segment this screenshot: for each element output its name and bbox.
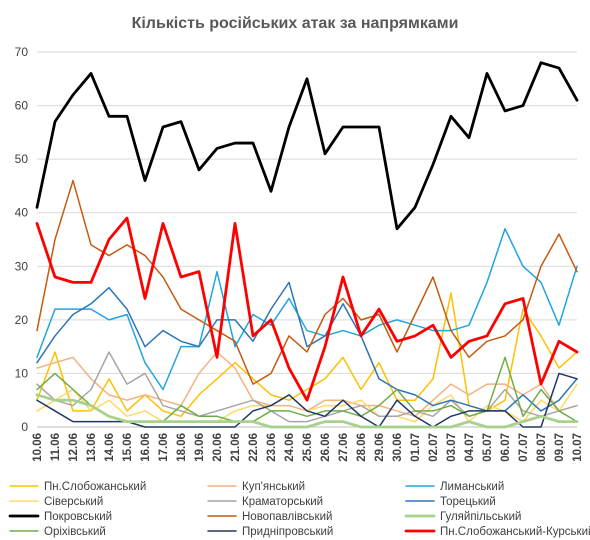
- legend-label: Покровський: [44, 511, 112, 523]
- y-tick-label: 20: [15, 313, 29, 327]
- legend-label: Пн.Слобожанський-Курський: [440, 526, 590, 538]
- legend-label: Торецький: [440, 496, 496, 508]
- x-tick-label: 10.06: [32, 433, 44, 462]
- series-line: [36, 281, 578, 412]
- x-tick-label: 15.06: [122, 433, 134, 462]
- y-tick-label: 70: [15, 45, 29, 59]
- y-tick-label: 30: [15, 259, 29, 273]
- x-tick-label: 17.06: [158, 433, 170, 462]
- legend-label: Пн.Слобожанський: [44, 481, 146, 493]
- x-tick-label: 21.06: [230, 433, 242, 462]
- x-tick-label: 28.06: [356, 433, 368, 462]
- y-tick-label: 0: [21, 420, 28, 434]
- x-tick-label: 29.06: [374, 433, 386, 462]
- series-line: [35, 216, 579, 402]
- legend-label: Новопавлівський: [242, 511, 332, 523]
- x-tick-label: 27.06: [338, 433, 350, 462]
- plot-area: [35, 61, 579, 429]
- series-line: [35, 393, 579, 429]
- y-tick-label: 60: [15, 99, 29, 113]
- x-tick-label: 14.06: [104, 433, 116, 462]
- y-tick-label: 50: [15, 152, 29, 166]
- legend: Пн.Слобожанський Куп'янський Лиманський Сів…: [8, 481, 590, 538]
- series-line: [36, 179, 578, 385]
- x-tick-label: 18.06: [176, 433, 188, 462]
- x-tick-label: 20.06: [212, 433, 224, 462]
- series-line: [35, 61, 579, 231]
- x-tick-label: 03.07: [446, 433, 458, 462]
- x-tick-label: 05.07: [482, 433, 494, 462]
- x-tick-label: 08.07: [536, 433, 548, 462]
- x-tick-label: 24.06: [284, 433, 296, 462]
- x-tick-label: 12.06: [68, 433, 80, 462]
- x-tick-label: 19.06: [194, 433, 206, 462]
- legend-label: Сіверський: [44, 496, 103, 508]
- legend-label: Придніпровський: [242, 526, 333, 538]
- y-tick-label: 40: [15, 206, 29, 220]
- x-tick-label: 11.06: [50, 433, 62, 461]
- x-tick-label: 13.06: [86, 433, 98, 462]
- legend-label: Краматорський: [242, 496, 323, 508]
- x-tick-label: 02.07: [428, 433, 440, 462]
- x-tick-label: 10.07: [572, 433, 584, 462]
- x-tick-label: 23.06: [266, 433, 278, 462]
- grid: [37, 51, 577, 428]
- series-line: [36, 228, 578, 391]
- x-tick-label: 25.06: [302, 433, 314, 462]
- x-tick-label: 01.07: [410, 433, 422, 462]
- chart-title: Кількість російських атак за напрямками: [132, 15, 459, 32]
- legend-label: Лиманський: [440, 481, 504, 493]
- x-tick-label: 22.06: [248, 433, 260, 462]
- x-tick-label: 30.06: [392, 433, 404, 462]
- x-tick-label: 09.07: [554, 433, 566, 462]
- y-tick-label: 10: [15, 366, 29, 380]
- x-tick-label: 04.07: [464, 433, 476, 462]
- x-tick-label: 07.07: [518, 433, 530, 462]
- x-tick-label: 06.07: [500, 433, 512, 462]
- x-tick-label: 16.06: [140, 433, 152, 462]
- x-tick-label: 26.06: [320, 433, 332, 462]
- legend-label: Гуляйпільський: [440, 511, 521, 523]
- axes: 0 10 20 30 40 50 60 70 10.06 11.06 12.06 13.06 14.06…: [15, 45, 584, 462]
- legend-label: Оріхівський: [44, 526, 106, 538]
- legend-label: Куп'янський: [242, 481, 305, 493]
